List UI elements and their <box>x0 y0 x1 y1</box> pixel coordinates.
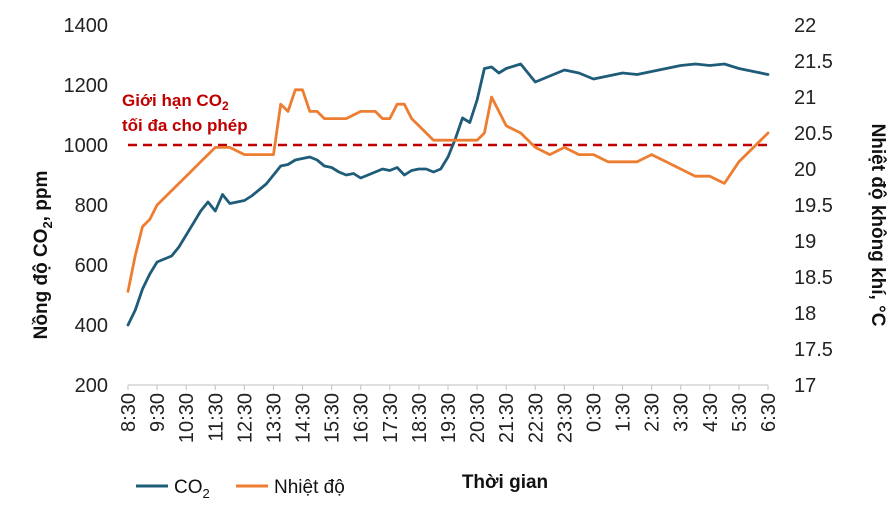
right-y-tick-label: 19.5 <box>794 195 833 217</box>
right-y-tick-label: 18 <box>794 303 816 325</box>
x-tick-label: 9:30 <box>147 393 169 432</box>
left-y-tick-label: 800 <box>75 195 108 217</box>
annotation-line-1: Giới hạn CO2 <box>122 91 229 113</box>
x-tick-label: 18:30 <box>409 393 431 443</box>
x-tick-label: 19:30 <box>438 393 460 443</box>
right-y-tick-label: 17 <box>794 375 816 397</box>
x-tick-label: 10:30 <box>176 393 198 443</box>
x-tick-label: 20:30 <box>467 393 489 443</box>
legend-label-temperature: Nhiệt độ <box>274 477 345 498</box>
left-y-tick-label: 1000 <box>64 135 109 157</box>
x-axis-ticks: 8:30 9:30 10:30 11:30 12:30 13:30 14:30 15:30 16… <box>118 385 780 443</box>
x-tick-label: 14:30 <box>293 393 315 443</box>
legend-label-co2: CO2 <box>174 477 210 501</box>
x-tick-label: 1:30 <box>613 393 635 432</box>
x-tick-label: 11:30 <box>205 393 227 442</box>
series-line-temperature <box>126 88 770 293</box>
x-tick-label: 2:30 <box>642 393 664 432</box>
right-y-tick-label: 18.5 <box>794 267 833 289</box>
x-tick-label: 13:30 <box>263 393 285 443</box>
left-y-tick-label: 400 <box>75 315 108 337</box>
right-y-axis-ticks: 17 17.5 18 18.5 19 19.5 20 20.5 21 21.5 22 <box>794 15 833 397</box>
x-tick-label: 22:30 <box>525 393 547 443</box>
left-y-axis-ticks: 200 400 600 800 1000 1200 1400 <box>64 15 109 397</box>
x-tick-label: 0:30 <box>583 393 605 432</box>
x-tick-label: 5:30 <box>729 393 751 432</box>
legend: CO2 Nhiệt độ <box>136 477 345 501</box>
annotation-co2-limit: Giới hạn CO2 tối đa cho phép <box>122 91 248 135</box>
legend-item-co2: CO2 <box>136 477 210 501</box>
right-y-tick-label: 19 <box>794 231 816 253</box>
right-y-tick-label: 17.5 <box>794 339 833 361</box>
right-y-tick-label: 20 <box>794 159 816 181</box>
x-tick-label: 23:30 <box>554 393 576 443</box>
legend-item-temperature: Nhiệt độ <box>236 477 345 498</box>
x-tick-label: 4:30 <box>700 393 722 432</box>
x-tick-label: 16:30 <box>351 393 373 443</box>
right-y-tick-label: 21 <box>794 87 816 109</box>
left-y-tick-label: 1200 <box>64 75 109 97</box>
x-axis-title: Thời gian <box>462 472 548 493</box>
x-tick-label: 8:30 <box>118 393 140 432</box>
series-line-co2 <box>126 62 770 327</box>
x-tick-label: 12:30 <box>234 393 256 443</box>
x-tick-label: 17:30 <box>380 393 402 443</box>
x-tick-label: 15:30 <box>322 393 344 443</box>
left-y-tick-label: 200 <box>75 375 108 397</box>
right-y-tick-label: 21.5 <box>794 51 833 73</box>
right-y-tick-label: 22 <box>794 15 816 37</box>
left-y-axis-title: Nồng độ CO2, ppm <box>31 171 55 340</box>
x-tick-label: 6:30 <box>758 393 780 432</box>
x-tick-label: 3:30 <box>671 393 693 432</box>
x-tick-label: 21:30 <box>496 393 518 443</box>
right-y-axis-title: Nhiệt độ không khí, °C <box>867 124 888 327</box>
annotation-line-2: tối đa cho phép <box>122 116 248 135</box>
left-y-tick-label: 600 <box>75 255 108 277</box>
left-y-tick-label: 1400 <box>64 15 109 37</box>
right-y-tick-label: 20.5 <box>794 123 833 145</box>
